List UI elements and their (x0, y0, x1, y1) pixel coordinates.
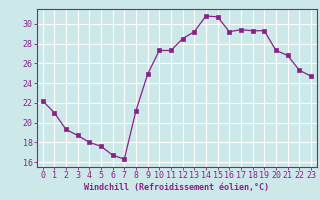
X-axis label: Windchill (Refroidissement éolien,°C): Windchill (Refroidissement éolien,°C) (84, 183, 269, 192)
